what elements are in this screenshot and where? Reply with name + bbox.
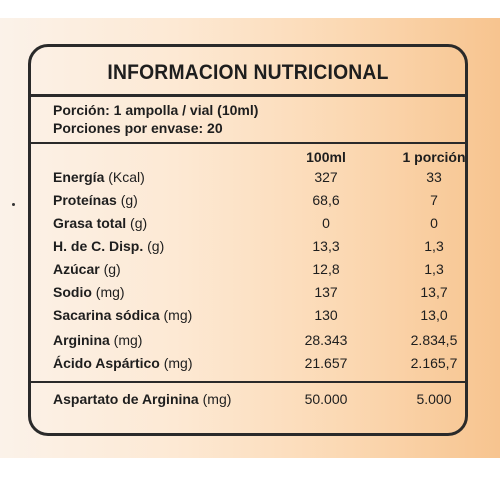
nutrient-name: Proteínas xyxy=(53,192,117,208)
nutrient-value-portion: 2.165,7 xyxy=(410,355,458,371)
nutrient-value-portion: 5.000 xyxy=(416,391,452,407)
serving-size: Porción: 1 ampolla / vial (10ml) xyxy=(53,102,259,118)
nutrient-label: Grasa total (g) xyxy=(53,215,147,231)
nutrient-name: Ácido Aspártico xyxy=(53,355,160,371)
nutrient-label: H. de C. Disp. (g) xyxy=(53,238,164,254)
nutrition-label-panel: INFORMACION NUTRICIONAL Porción: 1 ampol… xyxy=(28,44,468,436)
nutrient-value-100ml: 12,8 xyxy=(312,261,340,277)
nutrient-unit: (Kcal) xyxy=(108,169,145,185)
nutrient-value-100ml: 68,6 xyxy=(312,192,340,208)
servings-per-container: Porciones por envase: 20 xyxy=(53,120,223,136)
nutrient-label: Arginina (mg) xyxy=(53,332,142,348)
nutrient-value-100ml: 13,3 xyxy=(312,238,340,254)
nutrient-value-100ml: 21.657 xyxy=(304,355,348,371)
nutrient-label: Sacarina sódica (mg) xyxy=(53,307,192,323)
nutrient-value-portion: 13,0 xyxy=(420,307,448,323)
nutrient-row: Energía (Kcal) 327 33 xyxy=(31,169,465,191)
nutrient-row: Grasa total (g) 0 0 xyxy=(31,215,465,237)
nutrient-label: Sodio (mg) xyxy=(53,284,125,300)
nutrient-name: H. de C. Disp. xyxy=(53,238,144,254)
nutrient-value-100ml: 137 xyxy=(314,284,338,300)
column-header-portion: 1 porción xyxy=(402,149,466,165)
nutrient-row: Ácido Aspártico (mg) 21.657 2.165,7 xyxy=(31,355,465,377)
nutrient-label: Proteínas (g) xyxy=(53,192,138,208)
nutrient-value-100ml: 0 xyxy=(322,215,330,231)
nutrient-name: Azúcar xyxy=(53,261,100,277)
nutrient-unit: (mg) xyxy=(113,332,143,348)
footer-divider xyxy=(31,381,465,383)
nutrient-unit: (g) xyxy=(130,215,148,231)
title-divider xyxy=(31,94,465,97)
nutrient-row: H. de C. Disp. (g) 13,3 1,3 xyxy=(31,238,465,260)
nutrient-row: Sacarina sódica (mg) 130 13,0 xyxy=(31,307,465,329)
nutrient-value-portion: 1,3 xyxy=(424,238,444,254)
label-title: INFORMACION NUTRICIONAL xyxy=(107,61,389,84)
nutrient-name: Aspartato de Arginina xyxy=(53,391,199,407)
nutrient-value-100ml: 28.343 xyxy=(304,332,348,348)
nutrient-value-portion: 7 xyxy=(430,192,438,208)
nutrient-row-aspartato: Aspartato de Arginina (mg) 50.000 5.000 xyxy=(31,391,465,413)
nutrient-name: Arginina xyxy=(53,332,110,348)
stray-dot xyxy=(12,203,15,206)
nutrient-value-portion: 2.834,5 xyxy=(410,332,458,348)
nutrient-name: Sodio xyxy=(53,284,92,300)
nutrient-unit: (mg) xyxy=(163,307,193,323)
nutrient-value-100ml: 327 xyxy=(314,169,338,185)
nutrient-name: Energía xyxy=(53,169,105,185)
nutrient-label: Energía (Kcal) xyxy=(53,169,145,185)
nutrient-unit: (mg) xyxy=(202,391,232,407)
nutrient-value-portion: 1,3 xyxy=(424,261,444,277)
column-header-100ml: 100ml xyxy=(306,149,346,165)
nutrient-row: Proteínas (g) 68,6 7 xyxy=(31,192,465,214)
nutrient-unit: (g) xyxy=(147,238,165,254)
nutrient-value-100ml: 50.000 xyxy=(304,391,348,407)
serving-divider xyxy=(31,142,465,144)
nutrient-label: Aspartato de Arginina (mg) xyxy=(53,391,231,407)
nutrient-name: Sacarina sódica xyxy=(53,307,160,323)
nutrient-value-portion: 33 xyxy=(426,169,442,185)
nutrient-unit: (mg) xyxy=(163,355,193,371)
nutrient-unit: (g) xyxy=(103,261,121,277)
nutrient-name: Grasa total xyxy=(53,215,127,231)
nutrient-unit: (g) xyxy=(120,192,138,208)
nutrient-value-portion: 13,7 xyxy=(420,284,448,300)
nutrient-row: Azúcar (g) 12,8 1,3 xyxy=(31,261,465,283)
nutrient-value-portion: 0 xyxy=(430,215,438,231)
nutrient-label: Ácido Aspártico (mg) xyxy=(53,355,193,371)
nutrient-row: Sodio (mg) 137 13,7 xyxy=(31,284,465,306)
nutrient-label: Azúcar (g) xyxy=(53,261,121,277)
background-gradient xyxy=(0,18,500,458)
nutrient-row: Arginina (mg) 28.343 2.834,5 xyxy=(31,332,465,354)
nutrient-value-100ml: 130 xyxy=(314,307,338,323)
nutrient-unit: (mg) xyxy=(95,284,125,300)
